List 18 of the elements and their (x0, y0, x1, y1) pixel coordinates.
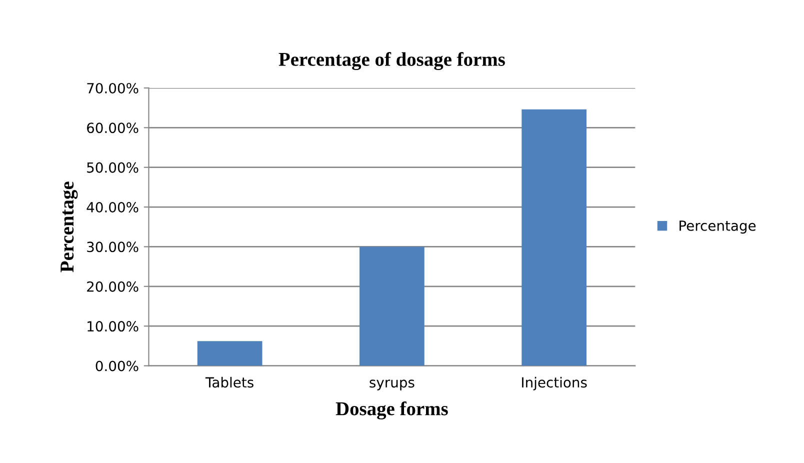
y-tick-label: 10.00% (88, 321, 138, 332)
y-axis-title: Percentage (60, 182, 78, 272)
y-tick-label: 60.00% (87, 122, 138, 134)
y-tick-label: 50.00% (87, 162, 138, 173)
bar (197, 341, 262, 366)
legend-label: Percentage (680, 220, 756, 234)
y-tick-label: 30.00% (87, 242, 138, 252)
y-tick-label: 40.00% (86, 202, 138, 212)
y-tick-label: 0.00% (96, 360, 138, 372)
y-tick-label: 70.00% (87, 82, 138, 94)
bar (360, 246, 424, 366)
bar (522, 109, 587, 366)
x-tick-label: Tablets (205, 376, 254, 388)
x-axis-title: Dosage forms (336, 401, 448, 420)
x-tick-label: Injections (522, 376, 587, 390)
y-tick-label: 20.00% (87, 281, 138, 292)
x-tick-label: syrups (370, 380, 414, 390)
chart-title: Percentage of dosage forms (278, 52, 505, 70)
